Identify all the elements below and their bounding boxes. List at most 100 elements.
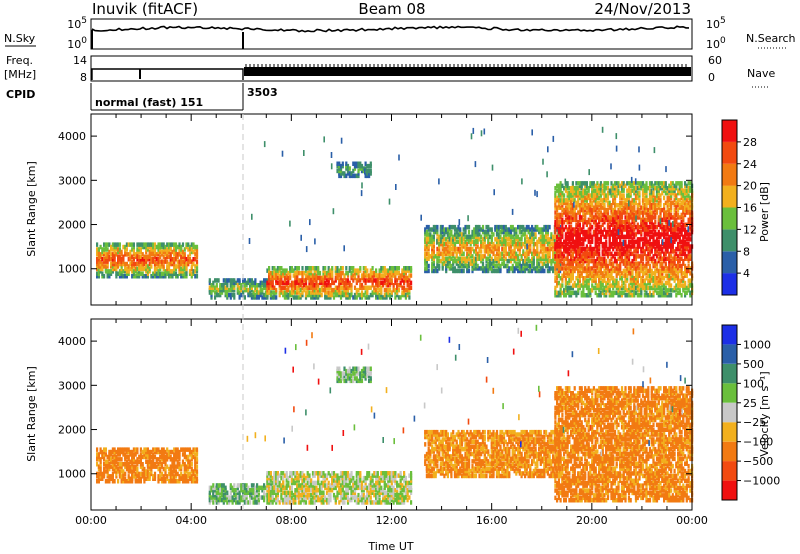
power-echo-cell (654, 205, 657, 210)
power-echo-cell (169, 254, 172, 259)
power-echo-cell (445, 227, 448, 232)
power-echo-cell (460, 263, 464, 269)
power-echo-cell (497, 254, 500, 259)
power-echo-cell (441, 227, 444, 232)
power-echo-cell (638, 237, 641, 242)
power-echo-cell (619, 203, 622, 208)
power-echo-cell (375, 295, 378, 300)
power-echo-cell (443, 227, 446, 232)
power-echo-cell (622, 227, 625, 232)
power-echo-cell (584, 217, 587, 223)
power-echo-cell (224, 285, 227, 290)
power-echo-cell (371, 275, 374, 281)
power-echo-cell (359, 295, 362, 300)
power-echo-cell (675, 288, 678, 293)
power-echo-cell (564, 239, 567, 244)
power-echo-cell (382, 275, 385, 281)
power-echo-cell (403, 292, 406, 298)
power-echo-cell (221, 283, 224, 288)
power-echo-cell (559, 293, 562, 298)
power-echo-cell (594, 261, 597, 266)
power-echo-cell (647, 186, 650, 191)
power-echo-cell (292, 283, 295, 288)
power-echo-cell (640, 263, 643, 269)
power-echo-cell (190, 259, 193, 264)
power-echo-cell (568, 210, 571, 215)
power-echo-cell (633, 249, 636, 254)
power-echo-cell (441, 254, 444, 259)
power-echo-cell (687, 268, 690, 274)
power-echo-cell (557, 215, 560, 220)
power-echo-cell (591, 210, 594, 215)
power-echo-cell (638, 224, 641, 230)
power-echo-cell (136, 247, 139, 252)
power-echo-cell (148, 249, 151, 255)
power-echo-cell (592, 220, 595, 225)
power-echo-cell (606, 273, 610, 278)
power-echo-cell (655, 263, 659, 269)
power-echo-cell (557, 224, 560, 230)
power-echo-cell (631, 251, 634, 257)
power-echo-cell (661, 276, 664, 281)
power-echo-cell (174, 271, 178, 276)
power-echo-cell (539, 249, 542, 254)
power-echo-cell (331, 275, 334, 281)
power-echo-cell (517, 241, 520, 247)
power-echo-cell (408, 266, 411, 271)
power-echo-cell (596, 273, 599, 278)
power-echo-cell (687, 210, 690, 215)
power-echo-cell (450, 251, 453, 257)
power-echo-cell (464, 261, 467, 266)
power-echo-cell (545, 234, 548, 240)
power-echo-cell (670, 244, 673, 249)
power-echo-cell (678, 280, 681, 286)
power-echo-cell (657, 215, 660, 220)
power-echo-cell (532, 241, 535, 247)
power-echo-cell (157, 269, 160, 274)
power-echo-cell (680, 283, 683, 288)
power-echo-cell (138, 271, 141, 276)
power-echo-cell (626, 220, 629, 225)
power-echo-cell (138, 259, 141, 264)
power-echo-cell (571, 217, 574, 223)
power-echo-cell (297, 280, 300, 286)
power-echo-cell (657, 273, 660, 278)
power-echo-cell (659, 234, 662, 240)
power-echo-cell (596, 215, 599, 220)
power-echo-cell (648, 268, 652, 274)
power-echo-cell (668, 293, 671, 298)
power-echo-cell (570, 249, 573, 254)
power-echo-cell (603, 212, 606, 218)
power-echo-cell (427, 246, 430, 252)
power-echo-cell (577, 237, 580, 242)
power-echo-cell (464, 234, 467, 240)
power-echo-cell (317, 270, 320, 276)
power-echo-cell (296, 270, 299, 276)
power-echo-cell (624, 288, 627, 293)
power-echo-cell (297, 283, 300, 288)
power-echo-cell (527, 246, 530, 252)
power-echo-cell (360, 283, 364, 288)
power-echo-cell (603, 190, 606, 196)
power-echo-cell (664, 293, 667, 298)
power-echo-cell (603, 263, 606, 269)
power-echo-cell (320, 278, 323, 283)
power-echo-cell (689, 283, 692, 288)
power-echo-cell (557, 190, 560, 196)
power-echo-cell (166, 242, 169, 247)
power-echo-cell (424, 232, 427, 237)
power-echo-cell (624, 263, 627, 269)
power-echo-cell (504, 249, 507, 254)
power-echo-cell (301, 266, 304, 271)
power-echo-cell (292, 290, 295, 295)
power-echo-cell (330, 163, 333, 170)
power-echo-cell (554, 271, 557, 276)
power-echo-cell (634, 193, 638, 198)
power-echo-cell (495, 229, 499, 235)
power-echo-cell (577, 200, 580, 206)
power-echo-cell (678, 198, 681, 203)
power-echo-cell (685, 290, 688, 296)
noise-strip-frame (90, 18, 693, 50)
power-echo-cell (113, 242, 116, 247)
power-echo-cell (282, 268, 285, 273)
